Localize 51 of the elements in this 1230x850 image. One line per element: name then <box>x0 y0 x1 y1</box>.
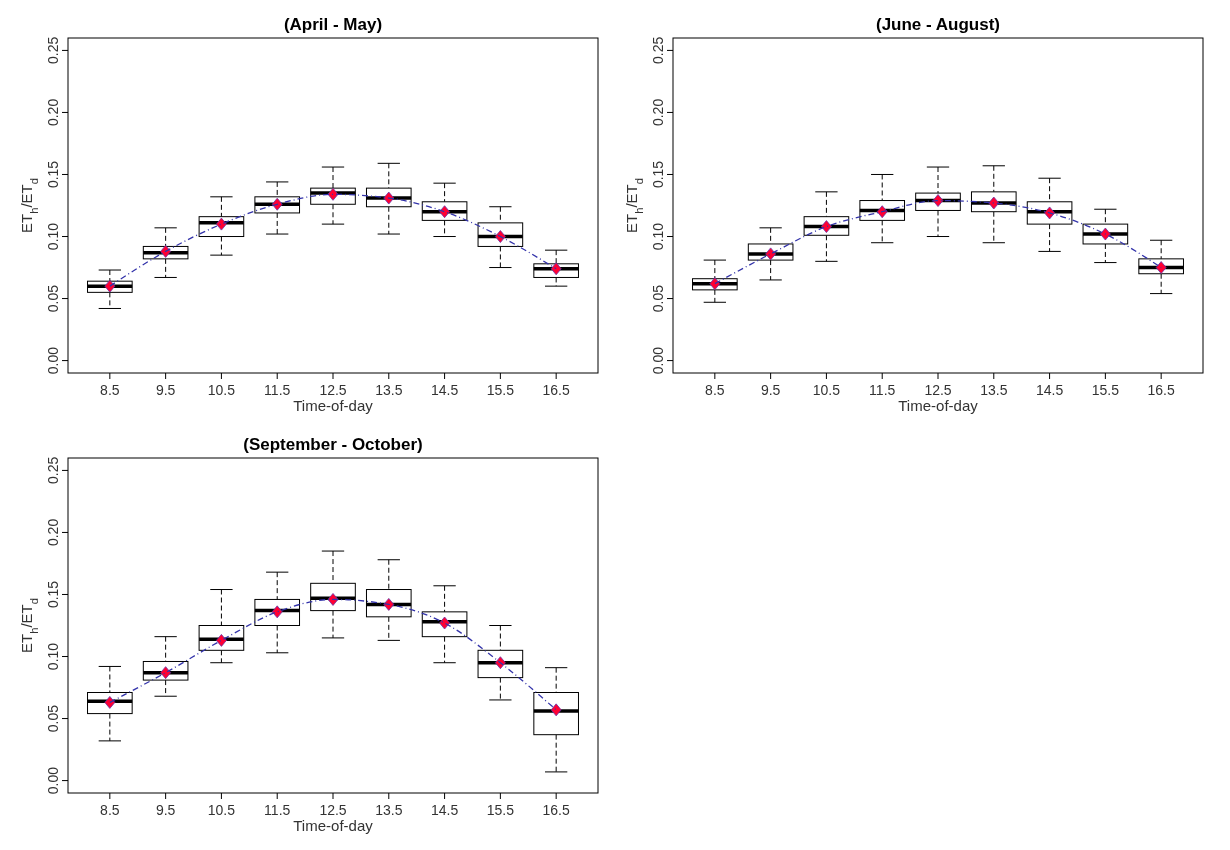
chart-title: (September - October) <box>243 435 423 454</box>
x-tick-label: 16.5 <box>542 802 570 818</box>
x-tick-label: 9.5 <box>155 382 176 398</box>
y-tick-label: 0.00 <box>650 346 666 375</box>
y-tick-label: 0.25 <box>45 36 61 65</box>
x-tick-label: 14.5 <box>430 802 459 818</box>
y-tick-label: 0.20 <box>650 98 666 127</box>
chart-title: (June - August) <box>875 15 1001 34</box>
x-tick-label: 12.5 <box>319 382 347 398</box>
y-tick-label: 0.25 <box>45 456 61 485</box>
y-tick-label: 0.15 <box>45 580 61 609</box>
x-tick-label: 13.5 <box>375 382 403 398</box>
y-tick-label: 0.15 <box>650 160 666 189</box>
x-tick-label: 16.5 <box>1147 382 1175 398</box>
y-tick-label: 0.20 <box>45 518 61 547</box>
x-tick-label: 12.5 <box>319 802 347 818</box>
x-tick-label: 11.5 <box>264 382 291 398</box>
x-tick-label: 10.5 <box>812 382 841 398</box>
x-tick-label: 8.5 <box>705 382 725 398</box>
y-tick-label: 0.10 <box>650 222 666 251</box>
y-tick-label: 0.20 <box>45 98 61 127</box>
x-axis-title: Time-of-day <box>293 817 374 834</box>
y-tick-label: 0.10 <box>45 642 61 671</box>
y-tick-label: 0.15 <box>45 160 61 189</box>
x-tick-label: 15.5 <box>1091 382 1120 398</box>
y-tick-label: 0.05 <box>45 704 61 733</box>
x-tick-label: 11.5 <box>869 382 896 398</box>
x-tick-label: 15.5 <box>486 382 515 398</box>
y-tick-label: 0.10 <box>45 222 61 251</box>
x-tick-label: 13.5 <box>375 802 403 818</box>
y-tick-label: 0.05 <box>650 284 666 313</box>
x-tick-label: 8.5 <box>100 802 120 818</box>
x-tick-label: 14.5 <box>1035 382 1064 398</box>
x-tick-label: 8.5 <box>100 382 120 398</box>
x-tick-label: 9.5 <box>760 382 781 398</box>
x-tick-label: 15.5 <box>486 802 515 818</box>
x-tick-label: 16.5 <box>542 382 570 398</box>
x-tick-label: 10.5 <box>207 802 236 818</box>
x-axis-title: Time-of-day <box>293 397 374 414</box>
y-tick-label: 0.25 <box>650 36 666 65</box>
y-tick-label: 0.05 <box>45 284 61 313</box>
y-tick-label: 0.00 <box>45 766 61 795</box>
x-tick-label: 11.5 <box>264 802 291 818</box>
x-tick-label: 13.5 <box>980 382 1008 398</box>
x-tick-label: 14.5 <box>430 382 459 398</box>
x-axis-title: Time-of-day <box>898 397 979 414</box>
x-tick-label: 9.5 <box>155 802 176 818</box>
chart-title: (April - May) <box>283 15 383 34</box>
x-tick-label: 10.5 <box>207 382 236 398</box>
x-tick-label: 12.5 <box>924 382 952 398</box>
y-tick-label: 0.00 <box>45 346 61 375</box>
